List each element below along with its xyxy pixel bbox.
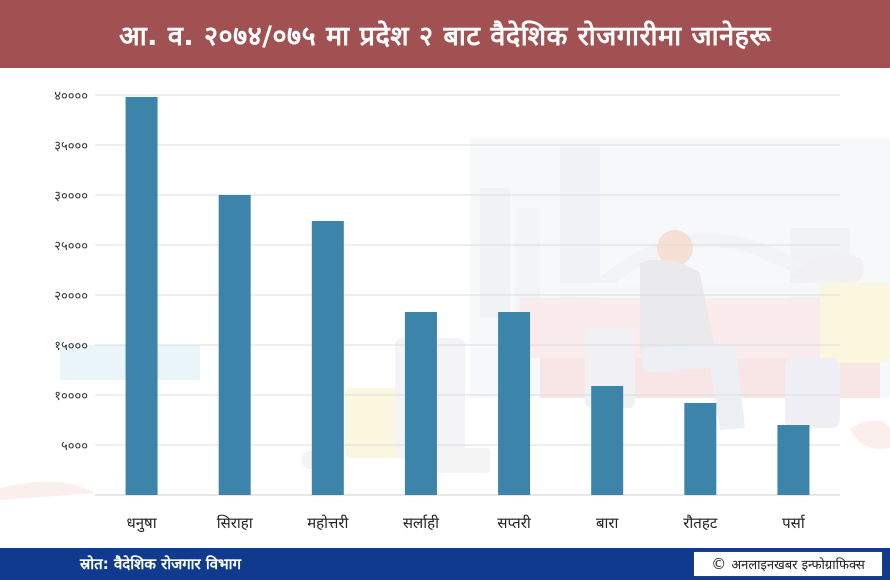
y-tick-label: २०००० — [54, 289, 88, 304]
bar — [684, 403, 717, 495]
chart-area: ५००० १०००० १५००० २०००० २५००० ३०००० ३५००० ४०००० ध… — [0, 68, 890, 548]
x-tick-label: पर्सा — [782, 514, 806, 532]
y-tick-label: ५००० — [61, 439, 88, 454]
bar-chart: ५००० १०००० १५००० २०००० २५००० ३०००० ३५००० ४०००० ध… — [54, 89, 840, 533]
bar — [591, 386, 624, 495]
bar — [311, 221, 344, 495]
x-tick-label: सिराहा — [217, 514, 254, 532]
credit-text: अनलाइनखबर इन्फोग्राफिक्स — [731, 558, 865, 573]
x-tick-label: धनुषा — [127, 514, 158, 533]
y-tick-label: १५००० — [54, 339, 88, 354]
y-tick-label: २५००० — [54, 239, 88, 254]
bar — [404, 312, 437, 495]
bar — [498, 312, 531, 495]
y-tick-label: ४०००० — [54, 89, 88, 104]
x-tick-label: रौतहट — [683, 514, 718, 532]
chart-title: आ. व. २०७४/०७५ मा प्रदेश २ बाट वैदेशिक र… — [119, 20, 771, 52]
copyright-icon: © — [711, 555, 727, 573]
bar — [125, 97, 158, 495]
x-tick-label: सप्तरी — [497, 514, 531, 532]
source-note: स्रोत: वैदेशिक रोजगार विभाग — [80, 555, 242, 573]
x-tick-label: महोत्तरी — [307, 514, 349, 532]
x-tick-label: सर्लाही — [403, 514, 440, 532]
title-banner: आ. व. २०७४/०७५ मा प्रदेश २ बाट वैदेशिक र… — [0, 0, 890, 68]
bar — [777, 425, 810, 495]
x-tick-label: बारा — [596, 514, 620, 532]
y-tick-label: ३०००० — [54, 189, 88, 204]
credit-badge: © अनलाइनखबर इन्फोग्राफिक्स — [693, 551, 883, 577]
y-tick-label: १०००० — [54, 389, 88, 404]
y-tick-label: ३५००० — [54, 139, 88, 154]
footer-bar: स्रोत: वैदेशिक रोजगार विभाग © अनलाइनखबर … — [0, 548, 890, 580]
bar — [218, 195, 251, 495]
